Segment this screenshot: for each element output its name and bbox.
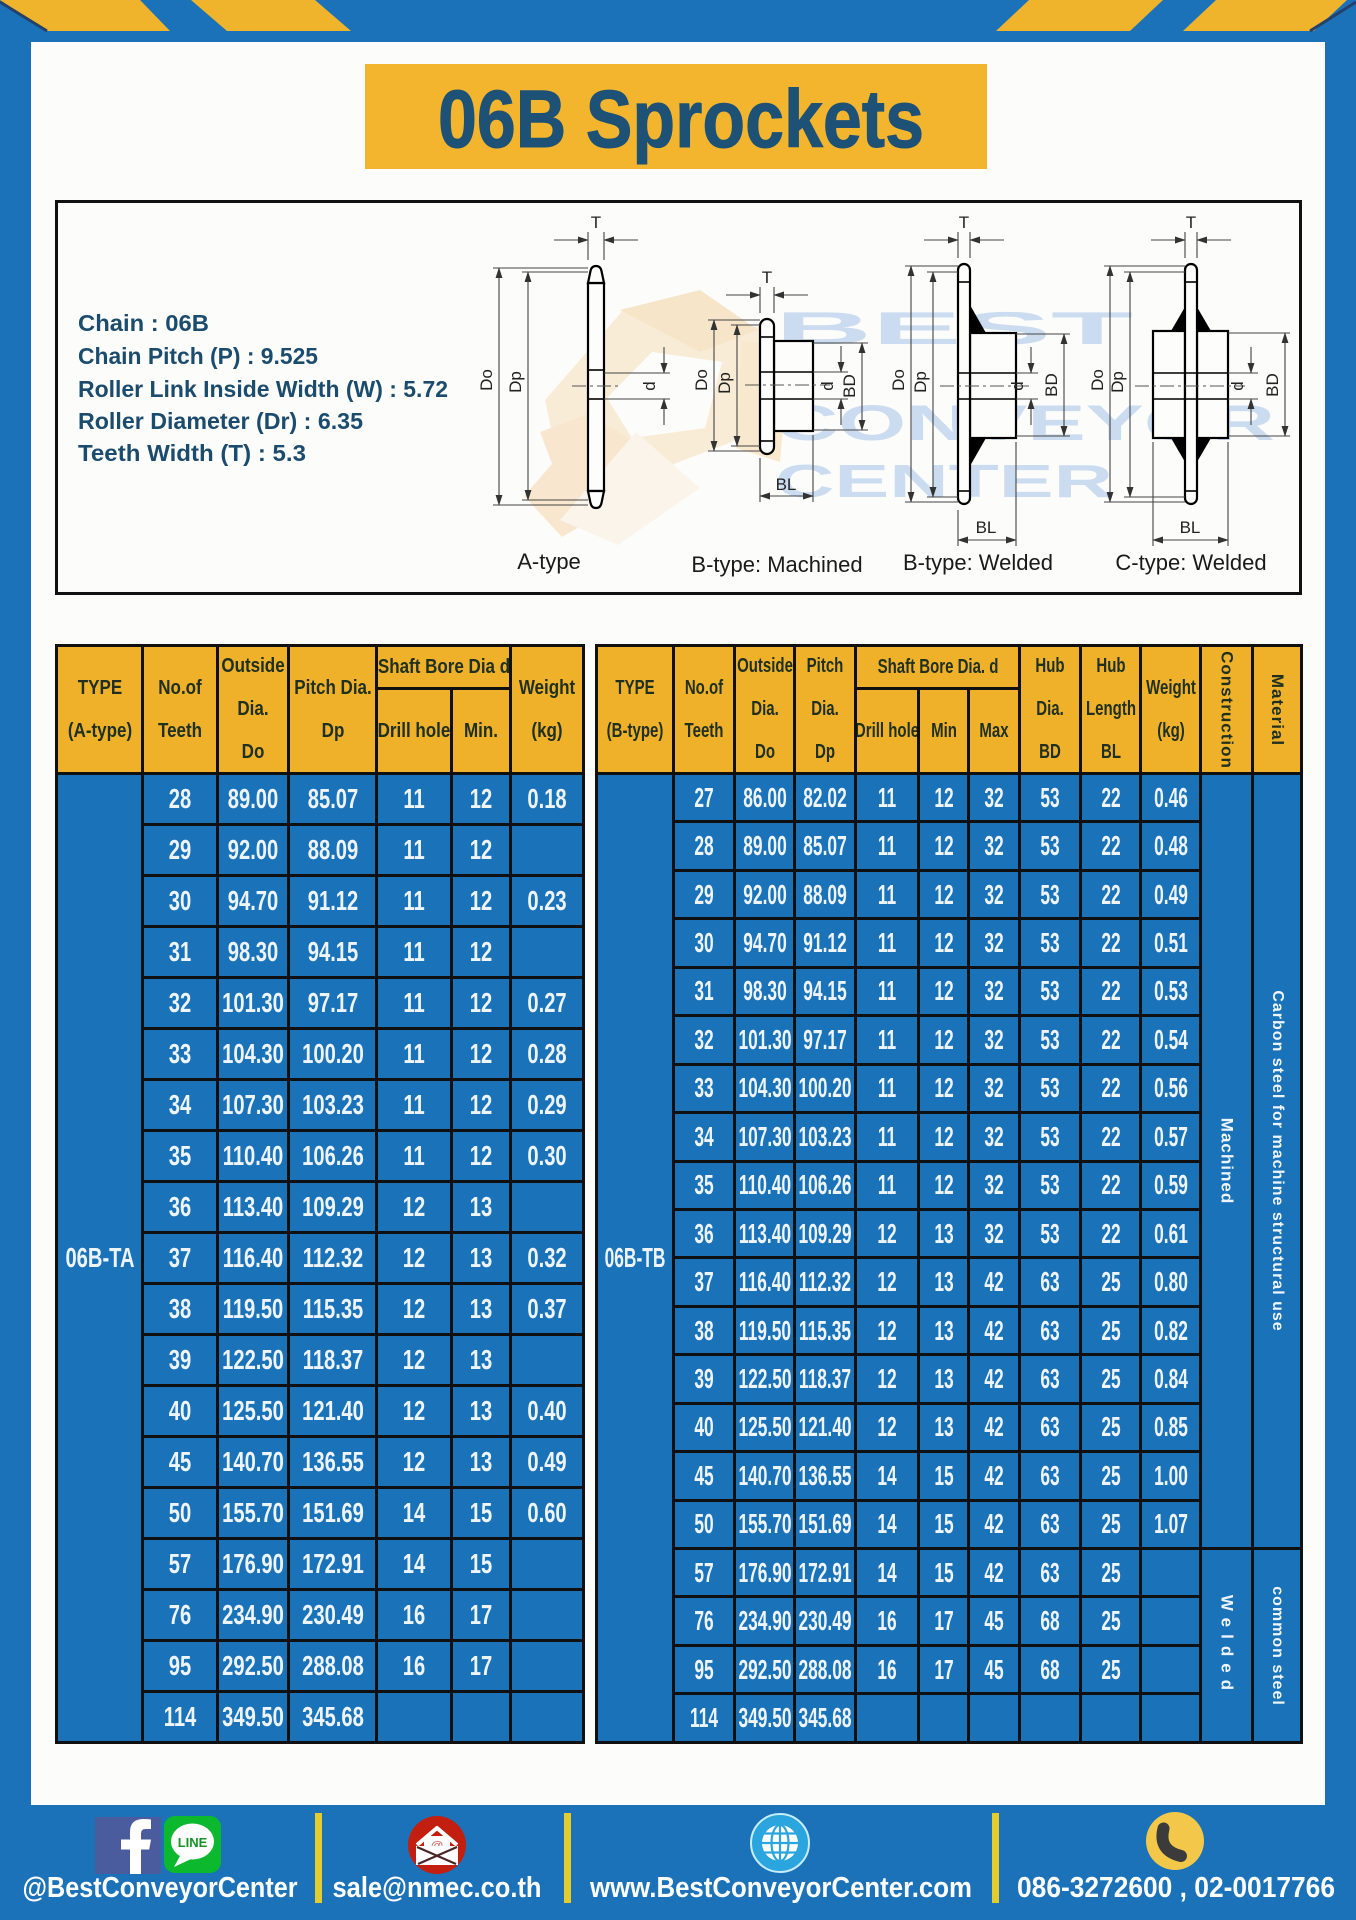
svg-text:T: T <box>1186 213 1196 232</box>
svg-text:C-type: Welded: C-type: Welded <box>1115 550 1266 575</box>
svg-text:BD: BD <box>1042 373 1061 397</box>
svg-text:Do: Do <box>692 369 711 391</box>
svg-text:d: d <box>1008 381 1027 390</box>
svg-text:LINE: LINE <box>178 1835 208 1850</box>
svg-text:BEST: BEST <box>775 302 1133 354</box>
svg-text:Roller Diameter (Dr) : 6.35: Roller Diameter (Dr) : 6.35 <box>78 408 363 434</box>
svg-text:Do: Do <box>477 369 496 391</box>
svg-text:Teeth Width (T) : 5.3: Teeth Width (T) : 5.3 <box>78 440 306 466</box>
svg-text:Chain Pitch (P) : 9.525: Chain Pitch (P) : 9.525 <box>78 343 318 369</box>
svg-text:BL: BL <box>976 518 997 537</box>
svg-text:d: d <box>1228 381 1247 390</box>
svg-text:B-type: Machined: B-type: Machined <box>691 552 862 577</box>
svg-text:Roller Link Inside Width (W) :: Roller Link Inside Width (W) : 5.72 <box>78 376 448 402</box>
svg-text:BL: BL <box>1180 518 1201 537</box>
svg-text:T: T <box>762 268 772 287</box>
svg-text:Dp: Dp <box>715 372 734 394</box>
svg-text:d: d <box>640 381 659 390</box>
svg-text:A-type: A-type <box>517 549 581 574</box>
svg-text:BD: BD <box>840 374 859 398</box>
svg-text:06B Sprockets: 06B Sprockets <box>438 74 924 165</box>
svg-text:T: T <box>591 213 601 232</box>
svg-text:CENTER: CENTER <box>775 455 1113 507</box>
svg-text:Dp: Dp <box>506 371 525 393</box>
svg-text:www.BestConveyorCenter.com: www.BestConveyorCenter.com <box>589 1872 972 1904</box>
svg-text:Dp: Dp <box>911 371 930 393</box>
svg-text:T: T <box>959 213 969 232</box>
svg-text:@BestConveyorCenter: @BestConveyorCenter <box>23 1872 298 1904</box>
svg-text:086-3272600 , 02-0017766: 086-3272600 , 02-0017766 <box>1017 1872 1335 1904</box>
svg-text:sale@nmec.co.th: sale@nmec.co.th <box>333 1872 542 1904</box>
svg-text:d: d <box>818 381 837 390</box>
svg-text:BL: BL <box>776 475 797 494</box>
svg-text:B-type: Welded: B-type: Welded <box>903 550 1053 575</box>
svg-text:Do: Do <box>1088 369 1107 391</box>
svg-text:BD: BD <box>1263 373 1282 397</box>
svg-text:Do: Do <box>889 369 908 391</box>
svg-text:Dp: Dp <box>1108 371 1127 393</box>
svg-text:Chain : 06B: Chain : 06B <box>78 310 209 336</box>
